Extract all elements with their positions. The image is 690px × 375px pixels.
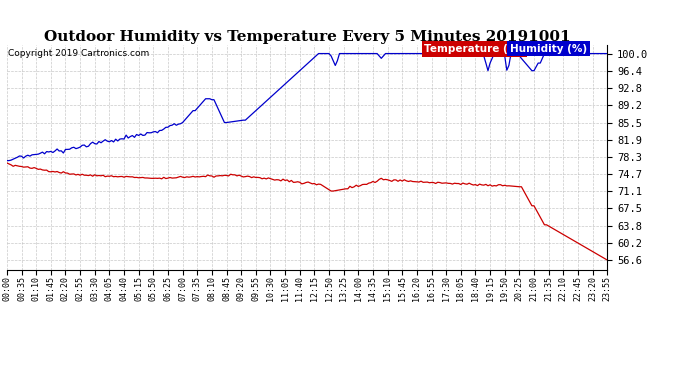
Text: Humidity (%): Humidity (%)	[510, 44, 587, 54]
Text: Temperature (°F): Temperature (°F)	[424, 44, 525, 54]
Title: Outdoor Humidity vs Temperature Every 5 Minutes 20191001: Outdoor Humidity vs Temperature Every 5 …	[43, 30, 571, 44]
Text: Copyright 2019 Cartronics.com: Copyright 2019 Cartronics.com	[8, 50, 149, 58]
